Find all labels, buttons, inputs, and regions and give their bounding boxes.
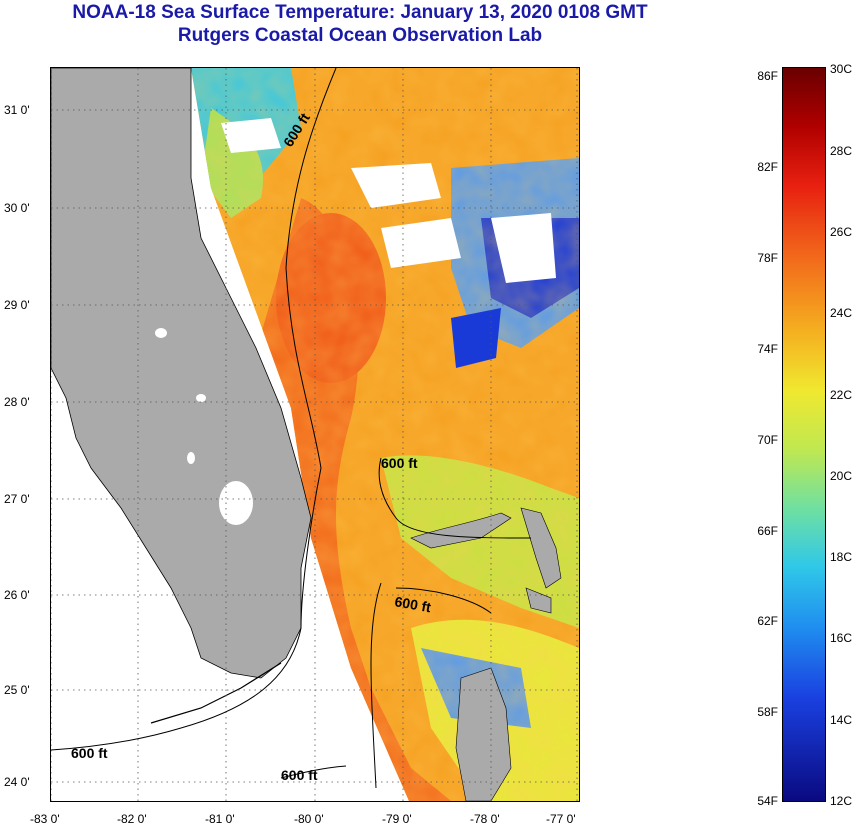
lon-label-78: -78 0' [470, 812, 500, 826]
cloud-4 [381, 218, 461, 268]
lake-2 [196, 394, 206, 402]
lat-label-31: 31 0' [4, 103, 30, 117]
lon-label-81: -81 0' [205, 812, 235, 826]
isobath-contours [51, 68, 532, 789]
contour-label-andros: 600 ft [393, 593, 432, 615]
sst-map: 600 ft 600 ft 600 ft 600 ft 600 ft [50, 67, 580, 802]
lon-label-83: -83 0' [30, 812, 60, 826]
andros-island [455, 667, 512, 801]
cbar-f-82: 82F [757, 160, 778, 174]
lon-label-77: -77 0' [546, 812, 576, 826]
contour-florida [51, 68, 337, 751]
lat-label-27: 27 0' [4, 492, 30, 506]
berry-islands [525, 587, 552, 614]
cloud-5 [451, 308, 501, 368]
lat-label-24: 24 0' [4, 775, 30, 789]
colorbar-fill [783, 68, 825, 801]
cbar-f-74: 74F [757, 342, 778, 356]
contour-label-south: 600 ft [281, 767, 318, 783]
cbar-c-12: 12C [830, 794, 853, 808]
sst-swath [191, 68, 579, 801]
cbar-c-30: 30C [830, 62, 853, 76]
lat-label-28: 28 0' [4, 395, 30, 409]
cbar-f-62: 62F [757, 614, 778, 628]
cbar-c-22: 22C [830, 388, 853, 402]
sst-map-canvas: 600 ft 600 ft 600 ft 600 ft 600 ft [51, 68, 579, 801]
lake-3 [187, 452, 195, 464]
map-title: NOAA-18 Sea Surface Temperature: January… [72, 2, 648, 23]
map-subtitle: Rutgers Coastal Ocean Observation Lab [177, 25, 543, 46]
cbar-f-58: 58F [757, 705, 778, 719]
contour-bahama-bank [378, 457, 532, 539]
cloud-1 [221, 118, 281, 153]
lat-label-26: 26 0' [4, 588, 30, 602]
florida-keys [150, 662, 282, 724]
lake-okeechobee [219, 481, 253, 525]
cbar-c-20: 20C [830, 469, 853, 483]
cbar-f-86: 86F [757, 69, 778, 83]
grand-bahama-island [410, 512, 512, 549]
lat-label-29: 29 0' [4, 298, 30, 312]
cloud-2 [351, 163, 441, 208]
cloud-3 [491, 213, 556, 283]
lon-label-80: -80 0' [294, 812, 324, 826]
lon-label-79: -79 0' [382, 812, 412, 826]
cbar-f-78: 78F [757, 251, 778, 265]
cbar-f-70: 70F [757, 433, 778, 447]
temperature-colorbar [782, 67, 826, 802]
contour-label-bahama: 600 ft [381, 455, 418, 471]
cbar-f-66: 66F [757, 524, 778, 538]
cbar-f-54: 54F [757, 794, 778, 808]
contour-andros-east [395, 587, 492, 614]
contour-andros [370, 582, 382, 789]
lat-label-25: 25 0' [4, 683, 30, 697]
colorbar-gradient [783, 68, 825, 801]
cbar-c-24: 24C [830, 306, 853, 320]
lon-label-82: -82 0' [117, 812, 147, 826]
lake-1 [155, 328, 167, 338]
graticule [51, 68, 579, 801]
lat-label-30: 30 0' [4, 201, 30, 215]
cbar-c-18: 18C [830, 550, 853, 564]
cbar-c-16: 16C [830, 631, 853, 645]
contour-south [280, 765, 347, 779]
cbar-c-28: 28C [830, 144, 853, 158]
cbar-c-14: 14C [830, 713, 853, 727]
cbar-c-26: 26C [830, 225, 853, 239]
abaco-island [520, 507, 562, 589]
contour-label-keys: 600 ft [71, 745, 108, 761]
